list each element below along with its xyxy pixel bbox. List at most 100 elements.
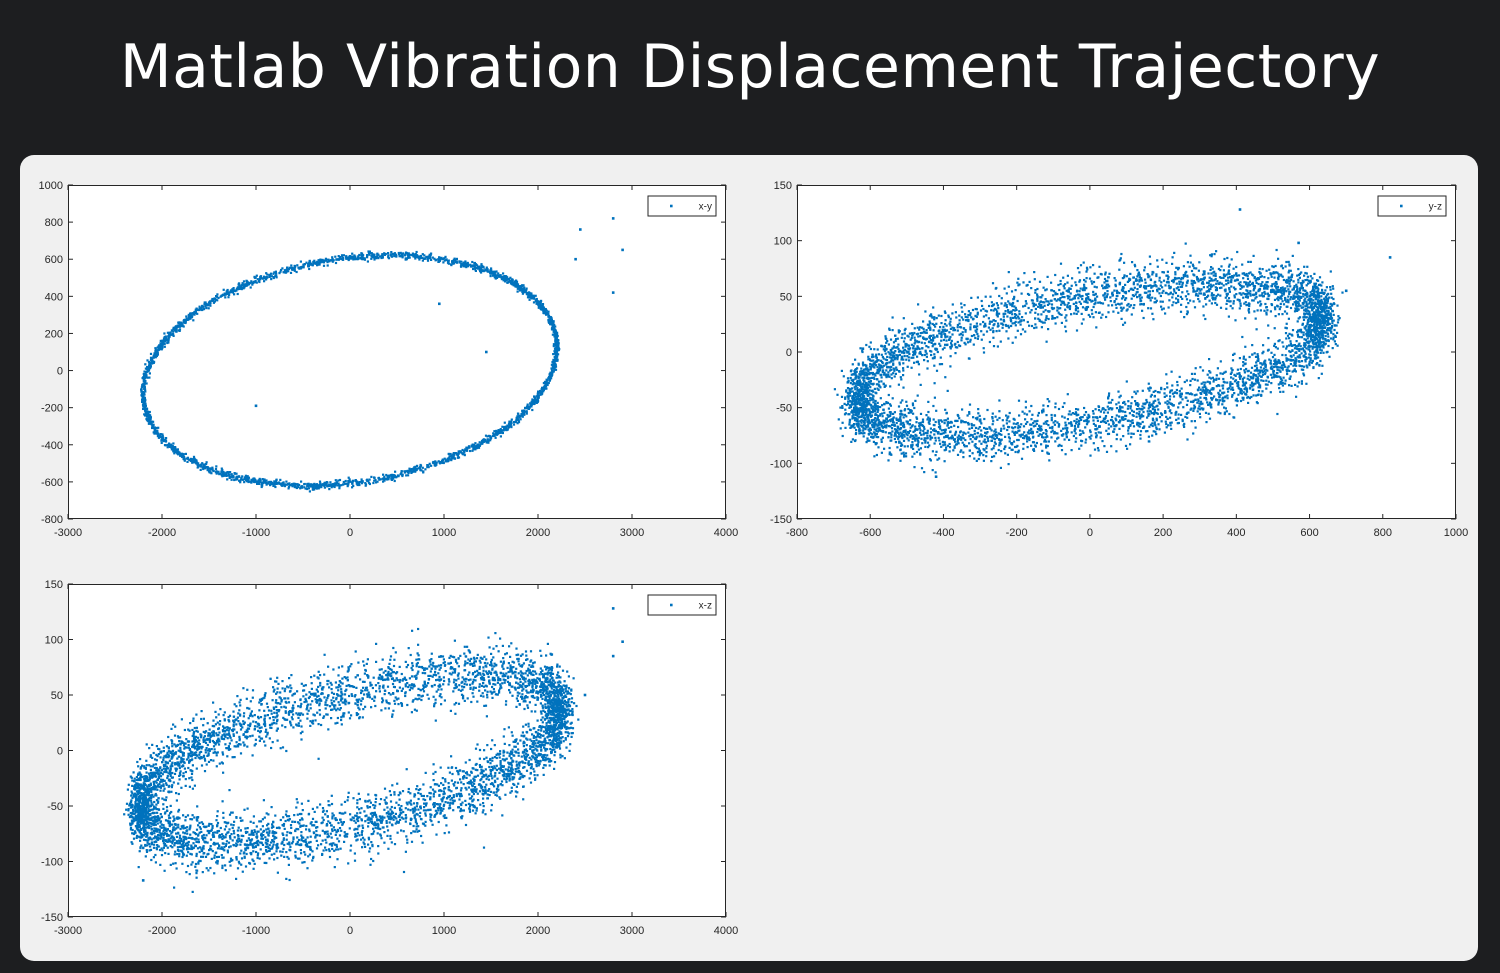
- scatter-point: [1012, 422, 1015, 425]
- scatter-point: [956, 329, 959, 332]
- scatter-point: [236, 292, 239, 296]
- scatter-point: [1227, 276, 1230, 279]
- scatter-point: [410, 254, 413, 257]
- scatter-point: [1285, 327, 1288, 330]
- scatter-point: [1026, 440, 1029, 443]
- scatter-point: [552, 343, 555, 346]
- scatter-point: [309, 261, 312, 264]
- scatter-point: [1261, 390, 1264, 393]
- scatter-point: [149, 420, 152, 423]
- scatter-point: [1031, 413, 1034, 416]
- scatter-point: [1179, 295, 1182, 298]
- scatter-point: [877, 353, 880, 356]
- scatter-point: [1222, 377, 1225, 381]
- scatter-point: [1119, 306, 1123, 309]
- scatter-point: [261, 277, 264, 280]
- scatter-point: [356, 483, 359, 487]
- scatter-point: [336, 258, 339, 261]
- scatter-point: [1218, 396, 1221, 399]
- scatter-point: [542, 387, 545, 391]
- scatter-point: [1208, 290, 1211, 293]
- scatter-point: [465, 266, 468, 269]
- scatter-point: [307, 263, 310, 266]
- scatter-point: [278, 481, 281, 484]
- scatter-point: [393, 479, 396, 483]
- scatter-point: [508, 279, 511, 282]
- scatter-point: [887, 351, 890, 354]
- scatter-point: [1136, 390, 1139, 393]
- scatter-point: [1127, 419, 1130, 422]
- scatter-point: [899, 415, 902, 418]
- scatter-point: [1106, 411, 1109, 414]
- scatter-point: [855, 382, 858, 385]
- scatter-point: [1306, 278, 1309, 281]
- scatter-point: [985, 314, 988, 317]
- scatter-point: [1323, 314, 1326, 317]
- scatter-point: [430, 252, 433, 255]
- scatter-point: [528, 293, 531, 296]
- scatter-point: [1233, 380, 1237, 383]
- scatter-point: [141, 384, 144, 387]
- scatter-point: [1070, 298, 1073, 301]
- scatter-point: [1260, 283, 1263, 286]
- scatter-point: [1283, 310, 1287, 313]
- scatter-point: [944, 443, 947, 446]
- scatter-point: [1169, 416, 1172, 419]
- scatter-point: [986, 437, 989, 440]
- scatter-point: [1186, 279, 1189, 282]
- scatter-point: [961, 334, 964, 337]
- scatter-point: [851, 402, 854, 405]
- scatter-point: [858, 379, 861, 382]
- scatter-point: [159, 342, 162, 345]
- scatter-point: [1321, 337, 1324, 340]
- scatter-point: [1330, 296, 1333, 299]
- legend: x-y: [647, 195, 717, 217]
- legend-box: [647, 195, 717, 217]
- scatter-point: [147, 412, 150, 415]
- scatter-point: [451, 262, 455, 265]
- scatter-point: [144, 363, 147, 366]
- scatter-point: [201, 466, 204, 469]
- scatter-point: [1023, 412, 1026, 415]
- scatter-point: [1000, 322, 1004, 325]
- scatter-point: [1064, 316, 1067, 319]
- scatter-point: [1296, 291, 1299, 294]
- scatter-point: [981, 434, 984, 437]
- scatter-point: [158, 346, 162, 349]
- x-tick-label: -3000: [54, 527, 82, 539]
- scatter-point: [1246, 396, 1249, 399]
- scatter-point: [1207, 284, 1211, 287]
- scatter-point: [220, 294, 223, 297]
- scatter-point: [364, 482, 367, 485]
- scatter-point: [349, 257, 353, 260]
- scatter-point: [248, 281, 251, 285]
- scatter-point: [146, 376, 149, 379]
- scatter-point: [370, 475, 373, 478]
- scatter-point: [333, 485, 336, 489]
- scatter-point: [877, 436, 880, 439]
- scatter-point: [927, 410, 930, 414]
- scatter-point: [1252, 384, 1255, 387]
- scatter-point: [149, 365, 152, 368]
- scatter-point: [245, 282, 248, 285]
- scatter-point: [243, 481, 246, 484]
- scatter-point: [1124, 283, 1127, 286]
- scatter-point: [894, 430, 898, 433]
- scatter-point: [1210, 255, 1213, 258]
- scatter-point: [1267, 285, 1270, 288]
- scatter-point: [1078, 271, 1081, 274]
- scatter-point: [866, 437, 869, 440]
- scatter-point: [1180, 387, 1183, 390]
- scatter-point: [1091, 282, 1094, 285]
- scatter-point: [861, 425, 864, 428]
- scatter-point: [1216, 280, 1219, 283]
- scatter-point: [886, 355, 889, 358]
- scatter-point: [203, 301, 206, 304]
- scatter-point: [1170, 279, 1174, 282]
- scatter-point: [523, 288, 526, 291]
- scatter-point: [938, 342, 941, 345]
- scatter-point: [1124, 444, 1128, 447]
- scatter-point: [874, 374, 877, 377]
- scatter-point: [1020, 292, 1023, 295]
- scatter-point: [280, 268, 283, 272]
